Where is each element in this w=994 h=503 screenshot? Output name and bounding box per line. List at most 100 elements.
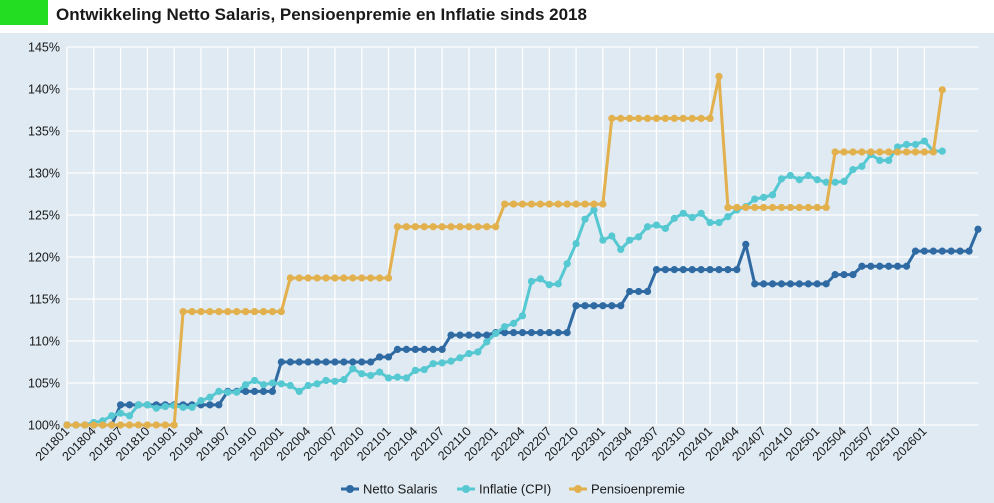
data-point-pensioenpremie [358,274,366,282]
data-point-inflatie-cpi [902,140,911,149]
data-point-inflatie-cpi [661,224,670,233]
data-point-netto-salaris [384,353,393,361]
data-point-netto-salaris [509,329,518,337]
data-point-netto-salaris [920,247,929,255]
data-point-pensioenpremie [518,200,527,208]
legend-marker-inflatie-cpi [462,485,470,493]
legend-label-inflatie-cpi: Inflatie (CPI) [479,482,551,497]
data-point-netto-salaris [956,247,964,255]
data-point-pensioenpremie [679,114,687,122]
data-point-pensioenpremie [652,114,661,122]
data-point-pensioenpremie [411,223,419,231]
data-point-inflatie-cpi [894,143,902,151]
data-point-netto-salaris [367,358,375,366]
data-point-netto-salaris [733,266,741,274]
data-point-pensioenpremie [572,200,580,208]
data-point-inflatie-cpi [492,329,500,338]
data-point-inflatie-cpi [679,209,687,217]
data-point-inflatie-cpi [822,178,830,186]
data-point-inflatie-cpi [259,381,268,389]
data-point-netto-salaris [858,262,866,270]
data-point-netto-salaris [456,331,464,339]
data-point-pensioenpremie [777,203,786,212]
data-point-inflatie-cpi [134,401,143,409]
data-point-netto-salaris [206,401,214,409]
data-point-pensioenpremie [90,421,98,429]
data-point-netto-salaris [429,345,437,353]
data-point-inflatie-cpi [760,193,768,201]
data-point-pensioenpremie [715,72,723,80]
data-point-netto-salaris [340,358,348,366]
data-point-netto-salaris [322,358,330,366]
data-point-pensioenpremie [849,148,857,156]
data-point-netto-salaris [242,387,250,395]
data-point-inflatie-cpi [706,218,714,227]
line-chart: 100% 105% 110% 115% 120% 125% 130% 135% 140% 145%… [28,41,982,497]
data-point-pensioenpremie [367,274,375,282]
data-point-netto-salaris [751,280,759,288]
data-point-inflatie-cpi [322,376,330,385]
data-point-pensioenpremie [134,421,143,429]
data-point-pensioenpremie [822,203,830,212]
data-point-pensioenpremie [143,421,151,429]
data-point-netto-salaris [116,401,125,409]
data-point-netto-salaris [795,280,803,288]
data-point-netto-salaris [670,266,678,274]
data-point-inflatie-cpi [206,393,214,401]
data-point-pensioenpremie [894,148,902,156]
data-point-netto-salaris [768,280,777,288]
data-point-inflatie-cpi [777,175,786,183]
data-point-inflatie-cpi [590,206,598,214]
data-point-pensioenpremie [375,274,384,282]
data-point-inflatie-cpi [697,209,705,217]
data-point-pensioenpremie [563,200,571,208]
data-point-netto-salaris [501,329,509,337]
data-point-inflatie-cpi [715,218,723,227]
data-point-inflatie-cpi [849,166,857,174]
data-point-pensioenpremie [125,421,134,429]
data-point-pensioenpremie [786,203,795,212]
data-point-inflatie-cpi [304,381,312,390]
data-point-netto-salaris [554,329,562,337]
data-point-netto-salaris [545,329,553,337]
y-tick-label: 115% [29,293,60,307]
data-point-netto-salaris [447,331,455,339]
data-point-pensioenpremie [661,114,670,122]
data-point-netto-salaris [965,247,973,255]
data-point-pensioenpremie [304,274,312,282]
data-point-pensioenpremie [795,203,803,212]
data-point-inflatie-cpi [554,280,562,288]
data-point-pensioenpremie [804,203,812,212]
data-point-pensioenpremie [617,114,625,122]
data-point-inflatie-cpi [786,171,795,180]
data-point-inflatie-cpi [224,388,232,396]
data-point-pensioenpremie [697,114,705,122]
data-point-inflatie-cpi [375,368,384,376]
y-tick-label: 125% [28,209,60,223]
data-point-pensioenpremie [402,223,410,231]
data-point-inflatie-cpi [795,176,803,184]
header-bar: Ontwikkeling Netto Salaris, Pensioenprem… [0,0,994,33]
data-point-pensioenpremie [885,148,893,156]
data-point-inflatie-cpi [635,233,643,241]
data-point-pensioenpremie [456,223,464,231]
data-point-inflatie-cpi [393,373,402,381]
data-point-inflatie-cpi [813,176,821,184]
data-point-pensioenpremie [876,148,884,156]
data-point-pensioenpremie [492,223,500,231]
data-point-inflatie-cpi [188,403,196,411]
legend-label-netto-salaris: Netto Salaris [363,482,438,497]
data-point-inflatie-cpi [358,370,366,378]
data-point-pensioenpremie [81,421,89,429]
data-point-netto-salaris [563,329,571,337]
data-point-inflatie-cpi [179,403,187,411]
data-point-inflatie-cpi [242,381,250,389]
data-point-pensioenpremie [545,200,553,208]
data-point-netto-salaris [438,345,446,353]
data-point-netto-salaris [643,287,652,296]
data-point-inflatie-cpi [429,360,437,368]
data-point-pensioenpremie [161,421,169,429]
data-point-pensioenpremie [599,200,607,208]
data-point-pensioenpremie [72,421,80,429]
data-point-inflatie-cpi [313,380,321,388]
